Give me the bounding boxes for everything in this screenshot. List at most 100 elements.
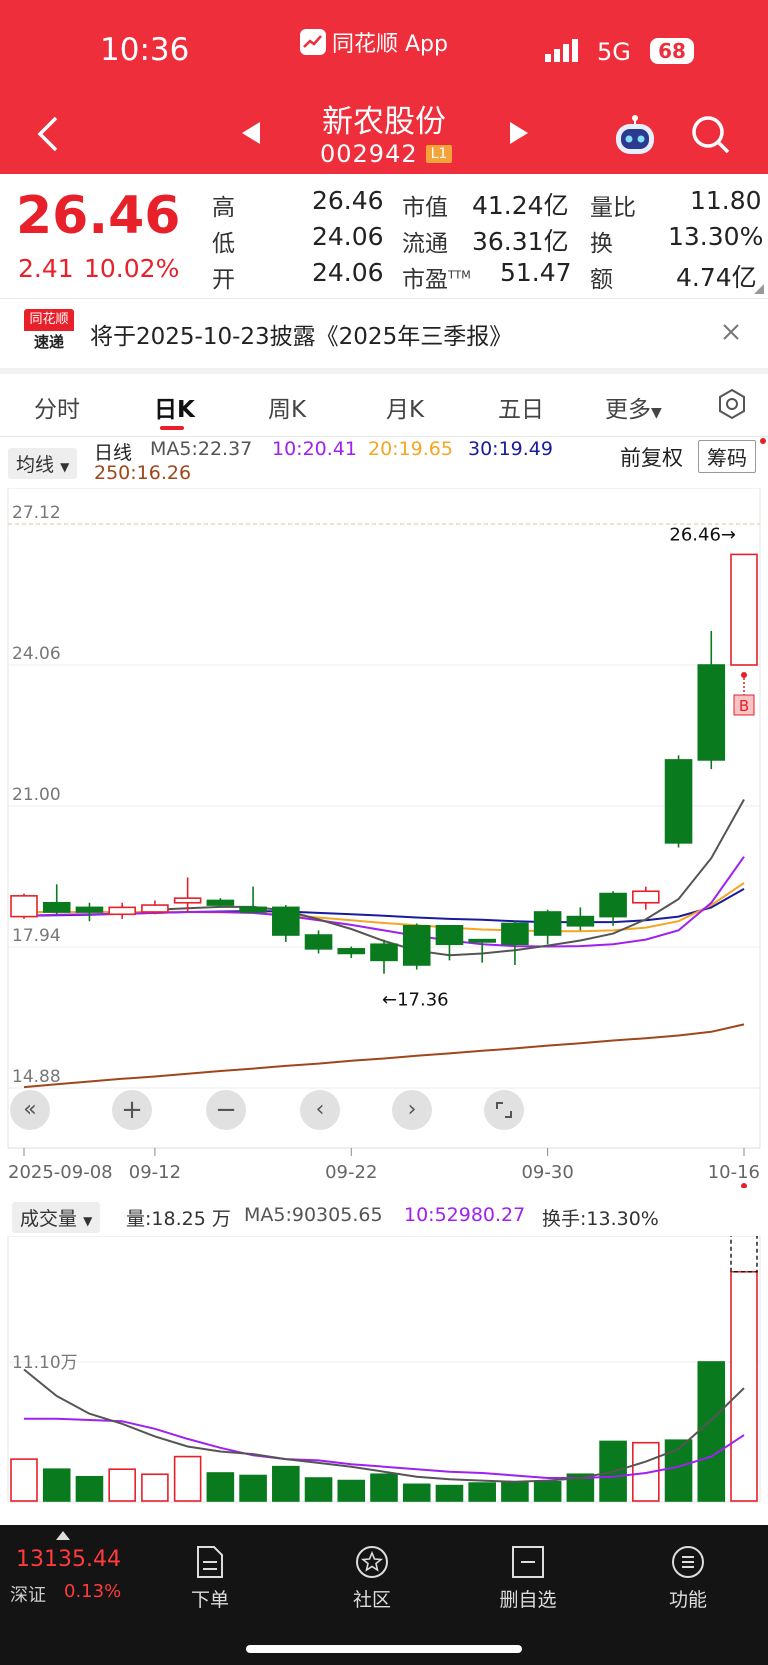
turnover-value: 13.30%	[668, 222, 764, 251]
back-button[interactable]	[36, 114, 60, 158]
ma-dropdown-label: 均线	[16, 454, 55, 476]
y-tick-label: 21.00	[12, 785, 61, 805]
level-badge: L1	[425, 145, 453, 163]
app-logo-icon	[300, 29, 326, 55]
volume-value: 量:18.25 万	[126, 1208, 231, 1230]
candle-body	[42, 901, 71, 913]
menu-circle-icon	[672, 1546, 704, 1578]
index-name: 深证	[10, 1585, 46, 1606]
chips-button[interactable]: 筹码	[698, 440, 756, 473]
document-icon	[197, 1546, 223, 1578]
zoom-in-button[interactable]: +	[112, 1090, 152, 1130]
volume-bar	[10, 1458, 38, 1502]
ma20-value: 20:19.65	[368, 438, 453, 460]
notice-close-button[interactable]	[720, 321, 742, 347]
ma250-line	[23, 1023, 745, 1089]
scroll-start-button[interactable]: «	[10, 1090, 50, 1130]
volume-bar	[501, 1481, 529, 1502]
high-annotation: 26.46→	[669, 524, 736, 545]
chevron-left-icon: ‹	[315, 1097, 325, 1122]
price-change-pct: 10.02%	[84, 254, 180, 283]
current-price: 26.46	[16, 186, 181, 246]
high-value: 26.46	[312, 186, 384, 215]
ma-dropdown[interactable]: 均线 ▼	[8, 448, 78, 479]
notice-text: 将于2025-10-23披露《2025年三季报》	[90, 324, 513, 350]
order-button[interactable]: 下单	[150, 1545, 270, 1612]
volume-ma5-line	[23, 1368, 745, 1483]
price-change: 2.41	[18, 254, 74, 283]
volume-bar	[730, 1270, 758, 1502]
community-button[interactable]: 社区	[312, 1545, 432, 1612]
float-value: 36.31亿	[472, 227, 569, 256]
index-value[interactable]: 13135.44	[16, 1547, 121, 1572]
tab-daily-k[interactable]: 日K	[154, 397, 195, 423]
y-tick-label: 14.88	[12, 1067, 61, 1087]
latest-dot	[741, 1183, 747, 1188]
volume-bar	[239, 1474, 267, 1502]
open-label: 开	[212, 267, 235, 293]
tab-more[interactable]: 更多▼	[605, 390, 662, 424]
x-tick-label: 09-22	[325, 1162, 377, 1183]
notice-bar[interactable]: 同花顺 速递 将于2025-10-23披露《2025年三季报》	[0, 299, 768, 367]
caret-down-icon: ▼	[651, 405, 662, 421]
pe-value: 51.47	[500, 258, 572, 287]
volume-dropdown[interactable]: 成交量 ▼	[12, 1202, 101, 1233]
y-tick-label: 17.94	[12, 926, 61, 946]
scroll-left-button[interactable]: ‹	[300, 1090, 340, 1130]
chart-settings-button[interactable]	[716, 388, 748, 424]
candle-body	[664, 759, 693, 844]
plus-icon: +	[121, 1095, 143, 1125]
float-label: 流通	[402, 231, 448, 257]
caret-down-icon: ▼	[83, 1214, 93, 1228]
minus-icon: −	[215, 1095, 237, 1125]
triangle-right-icon	[510, 122, 528, 144]
robot-assistant-button[interactable]	[612, 112, 658, 162]
tab-five-day[interactable]: 五日	[498, 397, 544, 423]
volume-chart[interactable]: 11.10万	[0, 1236, 768, 1506]
volume-y-tick-label: 11.10万	[12, 1353, 78, 1373]
order-label: 下单	[190, 1589, 229, 1611]
candle-body	[337, 948, 366, 955]
function-label: 功能	[668, 1589, 707, 1611]
app-header: 10:36 同花顺 App 5G 68 新农股份 002942 L1	[0, 0, 768, 174]
volume-projection	[730, 1236, 758, 1273]
zoom-out-button[interactable]: −	[206, 1090, 246, 1130]
robot-icon	[616, 115, 654, 154]
volume-bar	[141, 1473, 169, 1502]
volume-bar	[697, 1361, 726, 1502]
scroll-right-button[interactable]: ›	[392, 1090, 432, 1130]
ma10-line	[23, 856, 745, 948]
expand-up-icon[interactable]	[56, 1531, 70, 1540]
volume-bar	[42, 1468, 71, 1502]
candle-body	[533, 911, 562, 936]
network-type: 5G	[597, 38, 631, 66]
buy-marker-label: B	[739, 697, 749, 715]
tab-intraday[interactable]: 分时	[34, 397, 80, 423]
volume-bar	[304, 1477, 333, 1502]
next-stock-button[interactable]	[508, 120, 530, 150]
low-annotation: ←17.36	[382, 990, 449, 1011]
amount-label: 额	[590, 267, 613, 293]
volume-bar	[173, 1455, 202, 1502]
chevron-right-icon: ›	[407, 1097, 417, 1122]
expand-corner-icon[interactable]	[754, 284, 764, 294]
tab-weekly-k[interactable]: 周K	[268, 397, 307, 423]
stock-name: 新农股份	[322, 104, 446, 140]
x-tick-label: 09-12	[129, 1162, 181, 1183]
function-button[interactable]: 功能	[628, 1545, 748, 1612]
double-chevron-left-icon: «	[23, 1097, 37, 1122]
tab-monthly-k[interactable]: 月K	[386, 397, 425, 423]
adjust-mode[interactable]: 前复权	[620, 446, 683, 470]
search-button[interactable]	[690, 114, 732, 160]
remove-watchlist-button[interactable]: 删自选	[468, 1545, 588, 1612]
candle-body	[272, 906, 300, 936]
volume-bar	[402, 1483, 431, 1502]
ma-period-label: 日线	[94, 442, 133, 464]
prev-stock-button[interactable]	[240, 120, 262, 150]
volume-bar	[206, 1472, 235, 1502]
fullscreen-button[interactable]	[484, 1090, 524, 1130]
ma-legend-row: 均线 ▼ 日线 MA5:22.37 10:20.41 20:19.65 30:1…	[0, 438, 768, 488]
stock-code-row: 002942 L1	[320, 140, 453, 168]
volume-turnover: 换手:13.30%	[542, 1208, 659, 1230]
